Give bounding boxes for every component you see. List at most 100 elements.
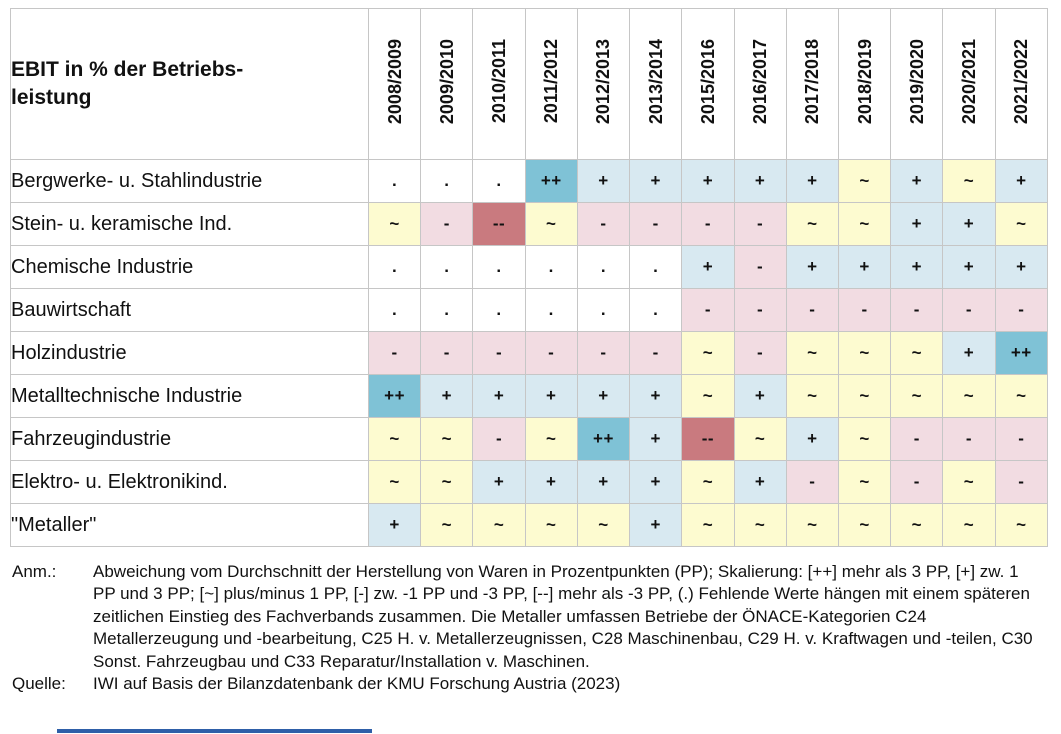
matrix-cell: - — [420, 331, 474, 375]
matrix-cell: - — [994, 460, 1049, 504]
matrix-cell: ~ — [837, 417, 892, 461]
column-header-year: 2017/2018 — [785, 8, 839, 160]
table-row: Bergwerke- u. Stahlindustrie... ++ + + + + + ~ +… — [10, 159, 1049, 203]
matrix-cell: + — [576, 374, 631, 418]
matrix-cell: ~ — [890, 503, 944, 547]
column-header-year: 2008/2009 — [367, 8, 422, 160]
matrix-cell: + — [629, 374, 683, 418]
matrix-cell: . — [629, 288, 683, 332]
table-title-line2: leistung — [11, 86, 92, 109]
column-header-year: 2019/2020 — [890, 8, 944, 160]
matrix-cell: + — [629, 503, 683, 547]
matrix-cell: + — [733, 460, 787, 504]
column-header-year: 2012/2013 — [576, 8, 631, 160]
column-header-year: 2021/2022 — [994, 8, 1049, 160]
matrix-cell: + — [576, 159, 631, 203]
matrix-cell: - — [524, 331, 578, 375]
matrix-cell: ++ — [524, 159, 578, 203]
matrix-cell: + — [837, 245, 892, 289]
matrix-cell: + — [629, 159, 683, 203]
matrix-cell: + — [524, 460, 578, 504]
table-row: Metalltechnische Industrie ++ + + + + + ~ + ~ ~ ~ ~ ~ — [10, 374, 1049, 418]
matrix-cell: + — [629, 417, 683, 461]
matrix-cell: - — [733, 202, 787, 246]
matrix-cell: ~ — [942, 460, 996, 504]
matrix-cell: + — [942, 245, 996, 289]
matrix-cell: . — [524, 288, 578, 332]
matrix-cell: ++ — [576, 417, 631, 461]
matrix-cell: ~ — [785, 503, 839, 547]
matrix-cell: . — [576, 245, 631, 289]
matrix-cell: ~ — [472, 503, 526, 547]
matrix-cell: ~ — [837, 374, 892, 418]
matrix-cell: ~ — [420, 503, 474, 547]
matrix-cell: -- — [681, 417, 735, 461]
column-header-year: 2018/2019 — [837, 8, 892, 160]
matrix-cell: + — [994, 159, 1049, 203]
matrix-cell: - — [733, 245, 787, 289]
table-row: Stein- u. keramische Ind. ~ - -- ~ - - - - ~ ~ + + ~ — [10, 202, 1049, 246]
matrix-cell: + — [472, 374, 526, 418]
matrix-cell: - — [576, 331, 631, 375]
matrix-cell: ~ — [994, 374, 1049, 418]
row-label: Chemische Industrie — [10, 245, 369, 289]
table-row: Elektro- u. Elektronikind. ~ ~ + + + + ~ + - ~ - ~ - — [10, 460, 1049, 504]
matrix-cell: ~ — [890, 374, 944, 418]
column-header-year: 2016/2017 — [733, 8, 787, 160]
matrix-cell: ~ — [785, 374, 839, 418]
matrix-cell: ~ — [994, 202, 1049, 246]
matrix-cell: + — [942, 331, 996, 375]
matrix-cell: + — [472, 460, 526, 504]
matrix-cell: ~ — [942, 374, 996, 418]
matrix-cell: ~ — [681, 374, 735, 418]
matrix-cell: - — [733, 288, 787, 332]
matrix-cell: - — [629, 202, 683, 246]
matrix-cell: - — [367, 331, 422, 375]
matrix-cell: ~ — [785, 202, 839, 246]
matrix-cell: - — [890, 460, 944, 504]
matrix-cell: - — [994, 288, 1049, 332]
matrix-cell: ~ — [367, 417, 422, 461]
matrix-cell: - — [576, 202, 631, 246]
matrix-cell: ++ — [367, 374, 422, 418]
matrix-cell: . — [472, 159, 526, 203]
matrix-cell: + — [367, 503, 422, 547]
matrix-cell: - — [785, 288, 839, 332]
matrix-cell: ~ — [576, 503, 631, 547]
matrix-cell: . — [367, 159, 422, 203]
matrix-cell: ~ — [681, 503, 735, 547]
row-label: Fahrzeugindustrie — [10, 417, 369, 461]
matrix-cell: + — [785, 159, 839, 203]
matrix-cell: ~ — [733, 503, 787, 547]
matrix-cell: ~ — [524, 503, 578, 547]
matrix-cell: ~ — [994, 503, 1049, 547]
matrix-cell: + — [890, 159, 944, 203]
matrix-cell: ~ — [837, 159, 892, 203]
matrix-cell: . — [420, 245, 474, 289]
row-label: Bergwerke- u. Stahlindustrie — [10, 159, 369, 203]
column-header-year: 2011/2012 — [524, 8, 578, 160]
table-row: Fahrzeugindustrie ~ ~ - ~ ++ + -- ~ + ~ - - - — [10, 417, 1049, 461]
matrix-cell: . — [629, 245, 683, 289]
matrix-cell: . — [420, 288, 474, 332]
table-row: Holzindustrie - - - - - - ~ - ~ ~ ~ + ++ — [10, 331, 1049, 375]
matrix-cell: ~ — [420, 417, 474, 461]
quelle-label: Quelle: — [12, 674, 66, 694]
matrix-cell: ~ — [785, 331, 839, 375]
matrix-cell: ~ — [837, 331, 892, 375]
column-header-year: 2013/2014 — [629, 8, 683, 160]
matrix-cell: + — [576, 460, 631, 504]
column-header-year: 2010/2011 — [472, 8, 526, 160]
matrix-cell: + — [890, 245, 944, 289]
matrix-cell: ~ — [890, 331, 944, 375]
matrix-cell: - — [890, 417, 944, 461]
column-header-year: 2009/2010 — [420, 8, 474, 160]
matrix-cell: ~ — [837, 202, 892, 246]
matrix-cell: ~ — [524, 417, 578, 461]
matrix-cell: . — [367, 288, 422, 332]
matrix-cell: - — [785, 460, 839, 504]
table-row: Chemische Industrie...... + - + + + + + — [10, 245, 1049, 289]
matrix-cell: ~ — [942, 503, 996, 547]
matrix-cell: ~ — [733, 417, 787, 461]
column-header-year: 2020/2021 — [942, 8, 996, 160]
